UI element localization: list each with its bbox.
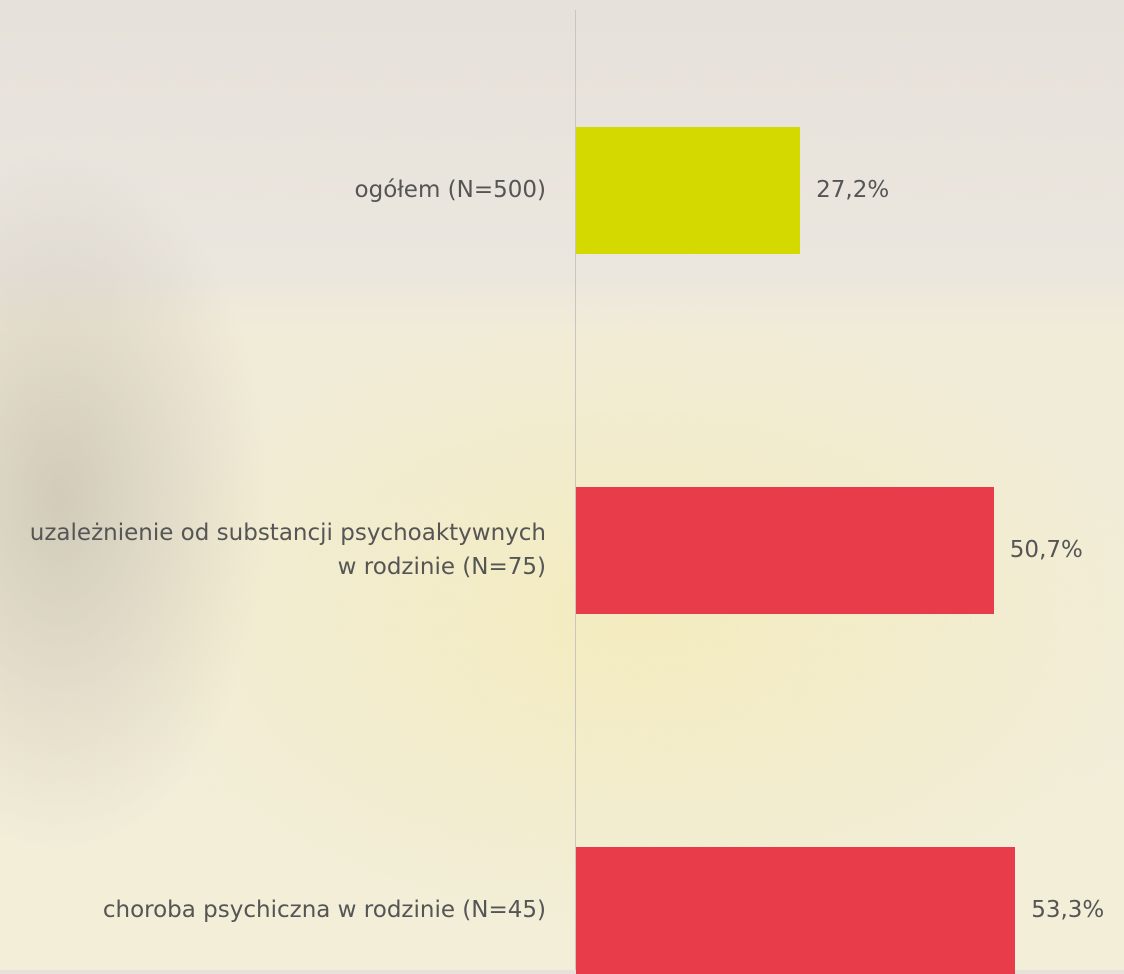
value-label: 53,3%	[1031, 897, 1104, 923]
category-label: uzależnienie od substancji psychoaktywny…	[6, 516, 546, 584]
category-label: ogółem (N=500)	[6, 173, 546, 207]
value-label: 50,7%	[1010, 537, 1083, 563]
category-label: choroba psychiczna w rodzinie (N=45)	[6, 893, 546, 927]
bar	[576, 487, 994, 614]
bar	[576, 127, 800, 254]
chart: ogółem (N=500) 27,2% uzależnienie od subst…	[0, 0, 1124, 970]
value-label: 27,2%	[816, 177, 889, 203]
bar	[576, 847, 1015, 974]
page: ogółem (N=500) 27,2% uzależnienie od subst…	[0, 0, 1124, 970]
